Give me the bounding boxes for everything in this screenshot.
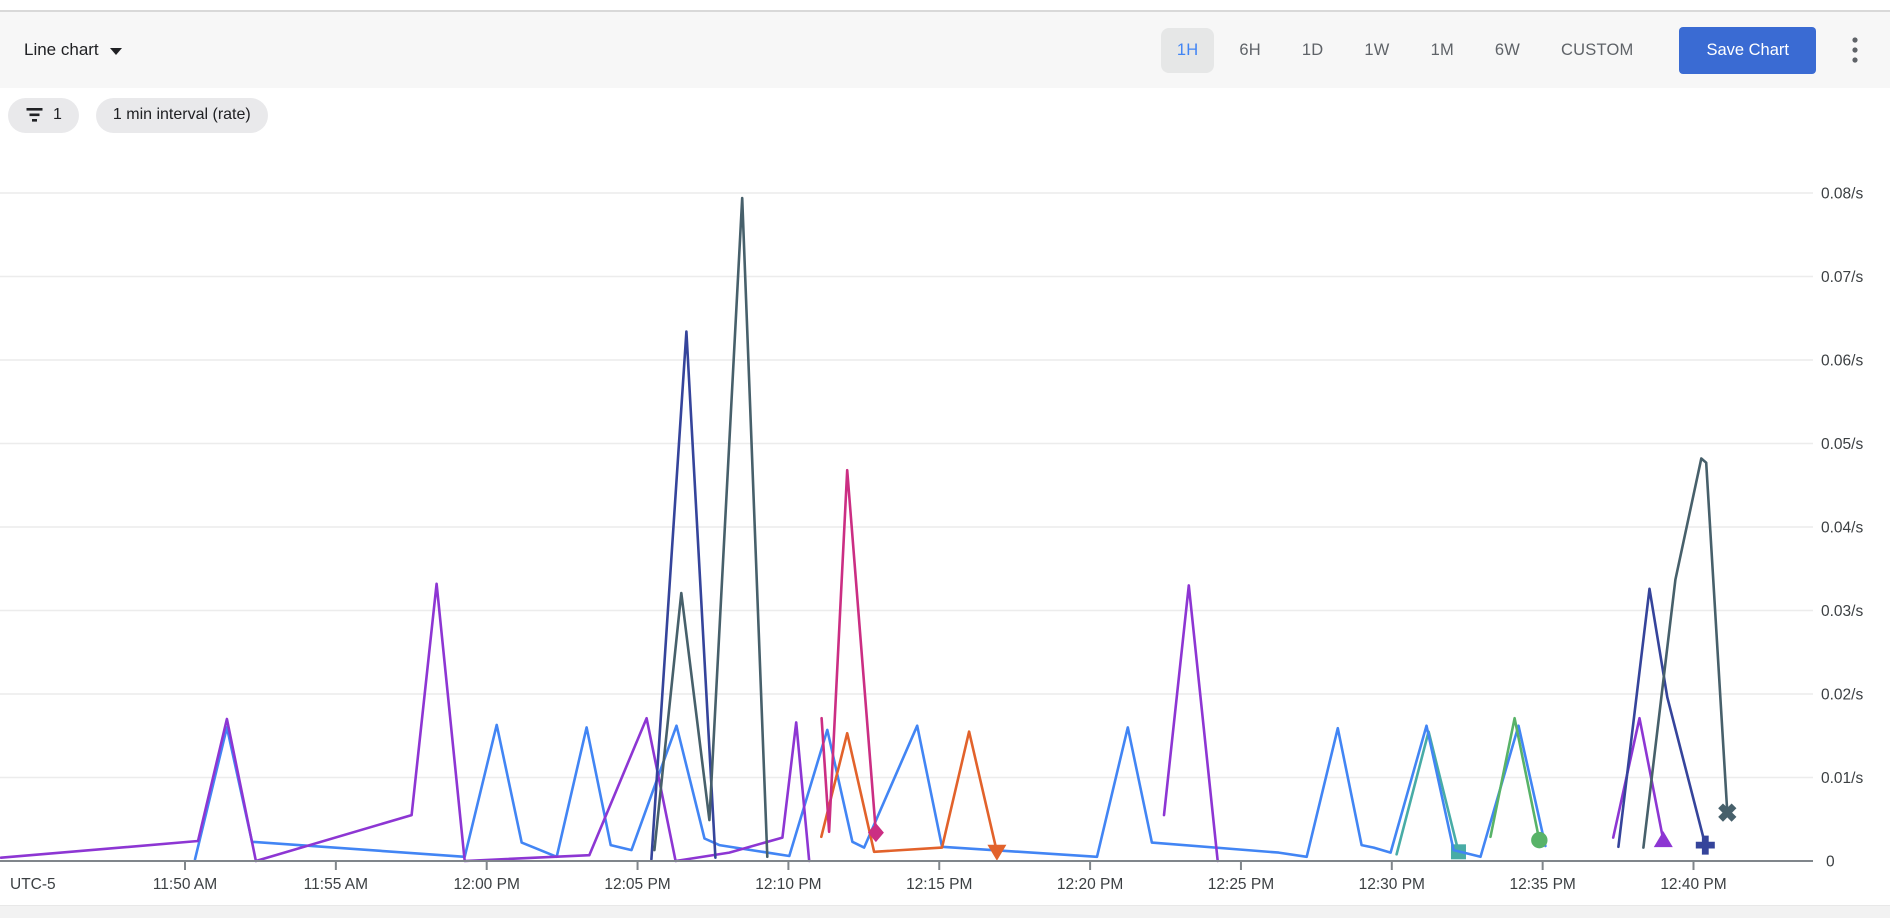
filter-icon bbox=[26, 108, 43, 122]
series-darkslate-line bbox=[1642, 457, 1729, 849]
y-axis-tick-label: 0.04/s bbox=[1821, 520, 1863, 537]
line-chart: 0.01/s 0.02/s 0.03/s 0.04/s 0.05/s 0.06/s 0.07… bbox=[0, 186, 1863, 893]
chevron-down-icon bbox=[109, 47, 122, 55]
interval-chip[interactable]: 1 min interval (rate) bbox=[95, 97, 268, 133]
x-axis-tick-label: 12:30 PM bbox=[1359, 876, 1425, 893]
filter-chips-row: 1 1 min interval (rate) bbox=[0, 92, 1890, 138]
panel-divider bbox=[0, 905, 1890, 918]
time-range-group: 1H 6H 1D 1W 1M 6W CUSTOM bbox=[1160, 27, 1650, 73]
x-axis-tick-label: 11:50 AM bbox=[153, 876, 217, 893]
filter-count-label: 1 bbox=[53, 106, 62, 123]
series-green-line bbox=[1489, 716, 1541, 842]
y-axis-tick-label: 0.07/s bbox=[1821, 269, 1863, 286]
time-range-6h[interactable]: 6H bbox=[1223, 28, 1277, 73]
filter-count-chip[interactable]: 1 bbox=[8, 97, 79, 133]
time-range-custom[interactable]: CUSTOM bbox=[1545, 28, 1649, 73]
x-axis-tick-label: 11:55 AM bbox=[304, 876, 368, 893]
time-range-1w[interactable]: 1W bbox=[1348, 28, 1405, 73]
x-axis-tick-label: 12:10 PM bbox=[755, 876, 821, 893]
chart-toolbar: Line chart 1H 6H 1D 1W 1M 6W CUSTOM Save… bbox=[0, 10, 1890, 88]
y-axis-tick-label: 0.05/s bbox=[1821, 436, 1863, 453]
series-blue-line bbox=[193, 723, 1547, 861]
series-pink-end-marker bbox=[867, 823, 884, 843]
series-navy-line bbox=[650, 330, 717, 861]
series-purple-line bbox=[1611, 716, 1665, 842]
y-axis-tick-label: 0.08/s bbox=[1821, 186, 1863, 203]
kebab-dots bbox=[1852, 37, 1858, 63]
interval-chip-label: 1 min interval (rate) bbox=[112, 106, 251, 123]
time-range-1h[interactable]: 1H bbox=[1160, 27, 1215, 73]
series-darkslate-end-marker bbox=[1718, 803, 1737, 822]
y-axis-tick-label: 0.03/s bbox=[1821, 603, 1863, 620]
y-axis-zero-label: 0 bbox=[1826, 854, 1835, 871]
x-axis-tick-label: 12:00 PM bbox=[454, 876, 520, 893]
chart-canvas[interactable]: 0.01/s 0.02/s 0.03/s 0.04/s 0.05/s 0.06/s 0.07… bbox=[0, 140, 1890, 906]
x-axis-tick-label: 12:25 PM bbox=[1208, 876, 1274, 893]
save-chart-button[interactable]: Save Chart bbox=[1679, 26, 1816, 74]
series-purple-line bbox=[0, 582, 811, 863]
series-orange-line bbox=[819, 730, 999, 854]
series-green-end-marker bbox=[1531, 831, 1548, 849]
x-axis-tick-label: 12:15 PM bbox=[906, 876, 972, 893]
series-navy-end-marker bbox=[1695, 835, 1715, 855]
time-range-6w[interactable]: 6W bbox=[1479, 28, 1536, 73]
time-range-1d[interactable]: 1D bbox=[1286, 28, 1340, 73]
timezone-label: UTC-5 bbox=[10, 876, 56, 893]
series-darkslate-line bbox=[653, 196, 769, 859]
x-axis-tick-label: 12:20 PM bbox=[1057, 876, 1123, 893]
chart-type-label: Line chart bbox=[24, 40, 99, 59]
y-axis-tick-label: 0.06/s bbox=[1821, 353, 1863, 370]
x-axis-tick-label: 12:40 PM bbox=[1660, 876, 1726, 893]
y-axis-tick-label: 0.02/s bbox=[1821, 687, 1863, 704]
series-navy-line bbox=[1617, 587, 1707, 849]
x-axis-tick-label: 12:35 PM bbox=[1509, 876, 1575, 893]
time-range-1m[interactable]: 1M bbox=[1415, 28, 1470, 73]
series-orange-end-marker bbox=[987, 844, 1007, 861]
y-axis-tick-label: 0.01/s bbox=[1821, 770, 1863, 787]
series-pink-line bbox=[820, 468, 878, 834]
x-axis-tick-label: 12:05 PM bbox=[604, 876, 670, 893]
series-purple-line bbox=[1162, 584, 1219, 863]
more-options-icon[interactable] bbox=[1844, 28, 1866, 72]
series-purple-end-marker bbox=[1653, 831, 1673, 848]
chart-type-dropdown[interactable]: Line chart bbox=[24, 40, 122, 60]
